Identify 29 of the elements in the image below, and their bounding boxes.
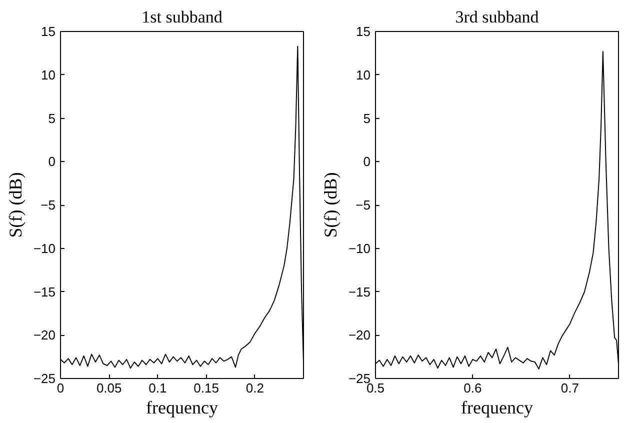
y-tick-label: 5 bbox=[48, 110, 56, 126]
y-tick-label: −10 bbox=[348, 240, 371, 256]
y-tick-label: 5 bbox=[363, 110, 371, 126]
y-tick-label: −5 bbox=[40, 198, 56, 212]
y-tick-label: −15 bbox=[33, 284, 56, 300]
chart-title: 3rd subband bbox=[455, 8, 540, 26]
x-tick-label: 0.15 bbox=[194, 380, 219, 396]
y-tick-label: 0 bbox=[48, 154, 56, 170]
y-tick-label: −20 bbox=[348, 328, 371, 343]
y-tick-label: −15 bbox=[348, 284, 371, 300]
x-tick-label: 0.7 bbox=[560, 380, 579, 396]
y-tick-label: −20 bbox=[33, 328, 56, 343]
y-tick-label: 0 bbox=[363, 154, 371, 170]
x-axis-title: frequency bbox=[146, 398, 218, 418]
x-tick-label: 0.05 bbox=[96, 380, 122, 396]
y-tick-label: 15 bbox=[41, 24, 56, 39]
y-tick-label: 10 bbox=[41, 67, 56, 82]
x-tick-label: 0.6 bbox=[464, 380, 482, 396]
x-tick-label: 0.2 bbox=[246, 380, 264, 396]
y-axis-title: S(f) (dB) bbox=[5, 172, 26, 238]
y-tick-label: 10 bbox=[356, 67, 371, 82]
y-tick-label: −25 bbox=[33, 371, 56, 386]
y-tick-label: −10 bbox=[33, 240, 56, 256]
chart-title: 1st subband bbox=[142, 8, 223, 26]
y-axis-title: S(f) (dB) bbox=[320, 172, 340, 238]
x-axis-title: frequency bbox=[461, 398, 533, 418]
x-tick-label: 0.1 bbox=[148, 380, 167, 396]
y-tick-label: −5 bbox=[356, 198, 371, 212]
y-tick-label: 15 bbox=[356, 24, 371, 39]
